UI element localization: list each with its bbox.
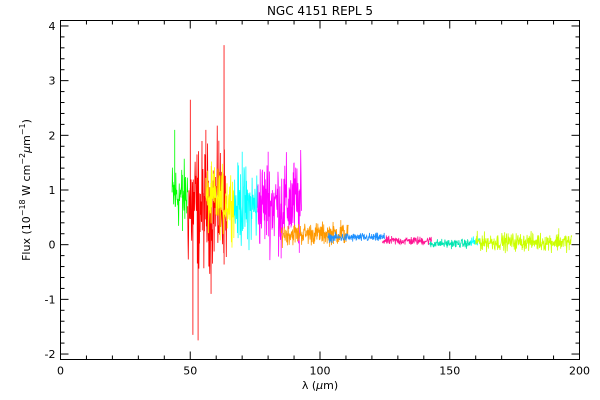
x-axis-label: λ (μm) <box>302 379 338 392</box>
plot-frame <box>60 20 580 360</box>
y-tick-label: 4 <box>49 20 56 33</box>
y-axis-label: Flux (10−18 W cm−2μm−1) <box>18 119 33 261</box>
series-line-8 <box>381 235 432 246</box>
series-line-4 <box>233 151 258 251</box>
series-layer <box>171 45 573 341</box>
x-tick-label: 150 <box>439 365 460 378</box>
series-line-1 <box>171 129 189 232</box>
y-tick-label: 0 <box>49 239 56 252</box>
y-tick-label: 3 <box>49 75 56 88</box>
y-tick-label: 2 <box>49 129 56 142</box>
x-axis-ticks: 0 50 100 150 200 <box>57 20 590 378</box>
y-axis-ticks: -2 -1 0 1 2 3 4 <box>45 20 580 361</box>
x-tick-label: 200 <box>569 365 590 378</box>
y-tick-label: -1 <box>45 293 56 306</box>
series-line-6 <box>280 220 349 248</box>
x-tick-label: 0 <box>57 365 64 378</box>
series-line-7 <box>327 231 386 244</box>
x-tick-label: 50 <box>183 365 197 378</box>
series-line-3 <box>205 161 235 248</box>
y-tick-label: 1 <box>49 184 56 197</box>
series-line-11 <box>475 228 573 254</box>
series-line-9 <box>428 238 471 250</box>
x-tick-label: 100 <box>310 365 331 378</box>
y-tick-label: -2 <box>45 348 56 361</box>
chart-title: NGC 4151 REPL 5 <box>267 4 373 18</box>
series-line-5 <box>257 149 303 261</box>
